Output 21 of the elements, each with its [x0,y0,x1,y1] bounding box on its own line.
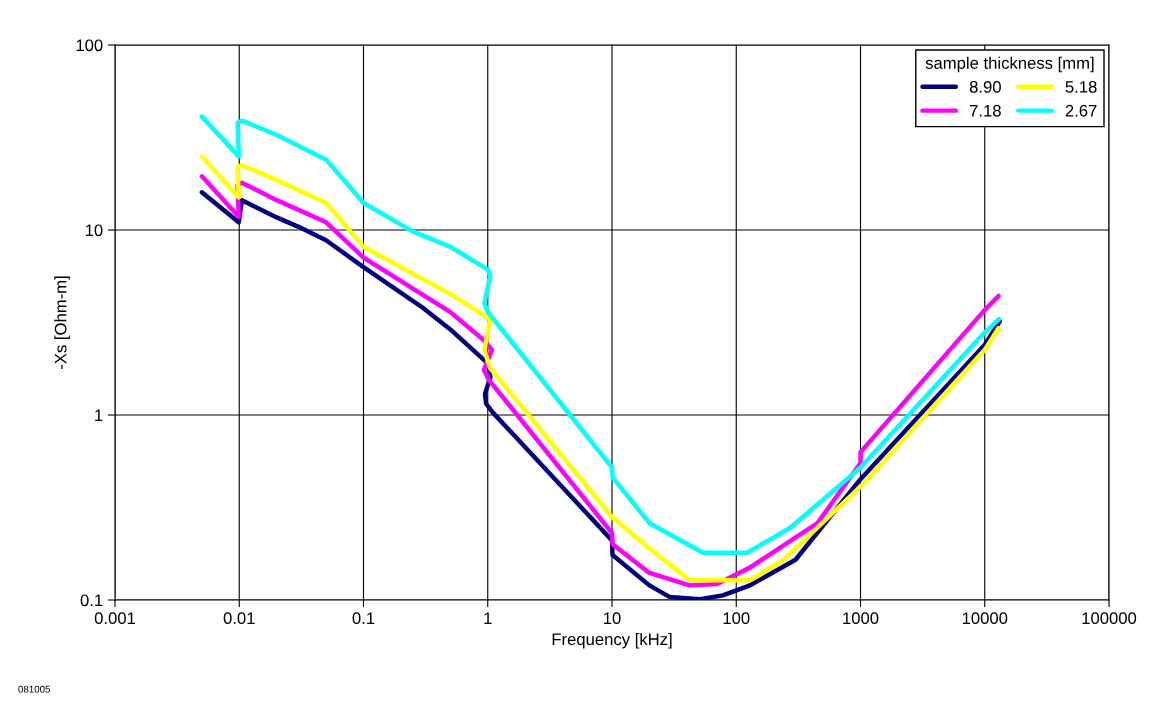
x-tick-label: 100000 [1082,612,1137,625]
x-tick-label: 100 [723,612,750,625]
x-tick-label: 1000 [843,612,879,625]
x-tick-label: 0.001 [94,612,136,625]
legend-label: 5.18 [1065,80,1097,93]
text: 081005 [18,685,51,693]
x-tick-label: 10 [604,612,621,625]
y-tick-label: 1 [95,409,103,422]
x-tick-label: 0.01 [223,612,255,625]
x-axis-title: Frequency [kHz] [552,632,672,649]
x-tick-label: 0.1 [352,612,375,625]
x-tick-label: 1 [484,612,492,624]
y-tick-label: 100 [76,39,103,52]
legend-label: 2.67 [1065,104,1097,117]
x-tick-label: 10000 [962,612,1008,625]
legend-label: 8.90 [969,80,1001,93]
y-tick-label: 10 [85,224,103,237]
y-axis-title: -Xs [Ohm-m] [54,276,70,369]
legend-title: sample thickness [mm] [925,56,1094,73]
legend-label: 7.18 [969,104,1001,117]
y-tick-label: 0.1 [80,594,103,607]
